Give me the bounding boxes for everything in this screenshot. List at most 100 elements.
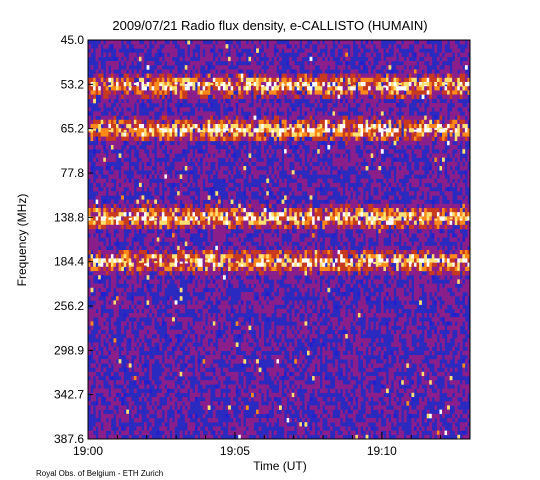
heatmap-cell xyxy=(133,52,137,58)
heatmap-cell xyxy=(317,77,321,83)
heatmap-cell xyxy=(464,94,468,100)
heatmap-cell xyxy=(253,90,257,95)
heatmap-cell xyxy=(126,94,130,100)
heatmap-cell xyxy=(335,52,338,58)
heatmap-cell xyxy=(222,254,226,259)
heatmap-cell xyxy=(245,115,249,121)
heatmap-cell xyxy=(154,250,158,255)
heatmap-cell xyxy=(375,212,379,217)
heatmap-cell xyxy=(449,119,453,125)
heatmap-cell xyxy=(342,52,346,58)
heatmap-cell xyxy=(151,82,155,87)
heatmap-cell xyxy=(307,132,310,137)
heatmap-cell xyxy=(307,90,310,95)
heatmap-cell xyxy=(93,119,96,125)
heatmap-cell xyxy=(182,119,186,125)
heatmap-cell xyxy=(380,149,384,154)
chart-title: 2009/07/21 Radio flux density, e-CALLIST… xyxy=(112,18,427,33)
heatmap-cell xyxy=(253,157,257,163)
heatmap-cell xyxy=(276,250,280,255)
heatmap-cell xyxy=(434,48,438,53)
heatmap-cell xyxy=(207,103,211,108)
heatmap-cell xyxy=(462,77,466,83)
heatmap-cell xyxy=(271,48,275,53)
heatmap-cell xyxy=(391,149,394,154)
heatmap-cell xyxy=(355,250,359,255)
heatmap-cell xyxy=(284,250,287,255)
heatmap-cell xyxy=(360,77,364,83)
heatmap-cell xyxy=(154,48,158,53)
heatmap-cell xyxy=(215,115,219,121)
heatmap-cell xyxy=(207,77,211,83)
heatmap-cell xyxy=(398,161,402,167)
heatmap-cell xyxy=(131,254,135,259)
heatmap-cell xyxy=(271,119,275,125)
heatmap-cell xyxy=(217,69,221,74)
heatmap-cell xyxy=(329,178,333,184)
heatmap-cell xyxy=(434,220,438,226)
heatmap-cell xyxy=(174,136,178,142)
heatmap-cell xyxy=(393,73,397,79)
heatmap-cell xyxy=(225,77,229,83)
heatmap-cell xyxy=(368,90,371,95)
heatmap-cell xyxy=(322,119,326,125)
heatmap-cell xyxy=(424,237,428,242)
heatmap-cell xyxy=(436,224,440,230)
heatmap-cell xyxy=(322,44,326,49)
heatmap-cell xyxy=(194,149,198,154)
heatmap-cell xyxy=(268,119,272,125)
heatmap-cell xyxy=(457,90,461,95)
heatmap-cell xyxy=(329,212,333,217)
heatmap-cell xyxy=(365,245,369,251)
heatmap-cell xyxy=(424,187,428,192)
heatmap-cell xyxy=(301,111,305,116)
heatmap-cell xyxy=(459,136,463,142)
heatmap-cell xyxy=(307,128,310,133)
heatmap-cell xyxy=(184,128,188,133)
heatmap-cell xyxy=(248,174,252,179)
heatmap-cell xyxy=(133,73,137,79)
heatmap-cell xyxy=(136,132,140,137)
heatmap-cell xyxy=(436,216,440,221)
heatmap-cell xyxy=(128,241,132,247)
heatmap-cell xyxy=(189,170,193,175)
heatmap-cell xyxy=(174,161,178,167)
heatmap-cell xyxy=(189,241,193,247)
heatmap-cell xyxy=(319,90,323,95)
heatmap-cell xyxy=(314,208,318,213)
heatmap-cell xyxy=(123,90,127,95)
heatmap-cell xyxy=(233,107,237,112)
heatmap-cell xyxy=(408,220,412,226)
heatmap-cell xyxy=(126,86,130,91)
heatmap-cell xyxy=(452,86,456,91)
heatmap-cell xyxy=(436,241,440,247)
heatmap-cell xyxy=(184,161,188,167)
heatmap-cell xyxy=(401,174,405,179)
heatmap-cell xyxy=(411,94,415,100)
heatmap-cell xyxy=(146,174,150,179)
heatmap-cell xyxy=(284,136,287,142)
heatmap-cell xyxy=(286,94,290,100)
heatmap-cell xyxy=(154,224,158,230)
heatmap-cell xyxy=(319,136,323,142)
heatmap-cell xyxy=(413,69,417,74)
heatmap-cell xyxy=(312,94,315,100)
heatmap-cell xyxy=(215,124,219,129)
heatmap-cell xyxy=(276,115,280,121)
heatmap-cell xyxy=(419,212,422,217)
heatmap-cell xyxy=(391,82,394,87)
heatmap-cell xyxy=(360,132,364,137)
heatmap-cell xyxy=(126,199,130,205)
heatmap-cell xyxy=(279,182,282,188)
heatmap-cell xyxy=(131,220,135,226)
heatmap-cell xyxy=(304,107,308,112)
heatmap-cell xyxy=(436,65,440,70)
heatmap-cell xyxy=(436,191,440,196)
heatmap-cell xyxy=(215,233,219,238)
heatmap-cell xyxy=(419,220,422,226)
heatmap-cell xyxy=(273,128,277,133)
heatmap-cell xyxy=(304,111,308,116)
heatmap-cell xyxy=(291,69,295,74)
heatmap-cell xyxy=(378,208,382,213)
heatmap-cell xyxy=(266,174,270,179)
